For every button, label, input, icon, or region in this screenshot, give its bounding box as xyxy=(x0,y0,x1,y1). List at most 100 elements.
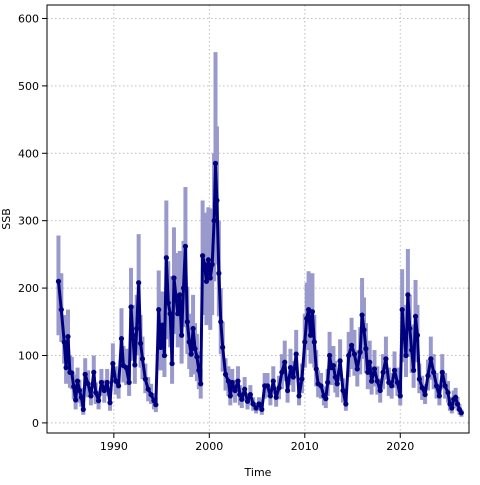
data-point xyxy=(216,270,222,276)
data-point xyxy=(232,387,238,394)
data-point xyxy=(137,340,144,346)
data-point xyxy=(340,387,346,394)
data-point xyxy=(337,358,343,364)
data-point xyxy=(145,386,151,392)
data-point xyxy=(264,383,271,389)
data-point xyxy=(351,351,358,357)
data-point xyxy=(433,383,440,389)
data-point xyxy=(156,307,162,313)
data-point xyxy=(407,325,413,332)
data-point xyxy=(416,376,422,382)
data-point xyxy=(323,396,329,402)
x-tick-label: 2000 xyxy=(195,440,223,453)
data-point xyxy=(389,383,395,389)
data-point xyxy=(80,406,86,413)
data-point xyxy=(449,405,455,411)
data-point xyxy=(110,360,116,367)
data-point xyxy=(359,312,365,318)
data-point xyxy=(399,307,405,313)
data-point xyxy=(55,278,62,284)
data-point xyxy=(116,383,122,389)
data-point xyxy=(279,369,285,375)
data-point xyxy=(163,255,169,261)
data-point xyxy=(136,280,142,286)
data-point xyxy=(405,292,411,298)
data-point xyxy=(175,311,181,317)
y-tick-label: 400 xyxy=(18,147,39,160)
data-point xyxy=(330,362,337,369)
data-point xyxy=(101,387,107,394)
data-point xyxy=(302,339,308,345)
data-point xyxy=(436,393,443,399)
data-point xyxy=(431,369,437,375)
data-point xyxy=(439,369,445,375)
data-point xyxy=(284,387,291,394)
y-tick-label: 200 xyxy=(18,282,39,295)
data-point xyxy=(211,218,217,224)
data-point xyxy=(209,261,215,268)
data-point xyxy=(78,394,84,400)
x-tick-label: 2010 xyxy=(291,440,319,453)
data-point xyxy=(93,389,99,396)
data-point xyxy=(58,307,64,313)
data-point xyxy=(287,365,294,371)
y-axis-title: SSB xyxy=(0,208,13,230)
data-point xyxy=(273,394,279,400)
data-point xyxy=(357,349,363,355)
data-point xyxy=(113,378,119,384)
data-point xyxy=(447,401,453,407)
data-point xyxy=(253,405,259,411)
data-point xyxy=(74,378,81,384)
data-point xyxy=(380,369,386,375)
data-point xyxy=(95,398,102,404)
data-point xyxy=(63,365,69,371)
data-point xyxy=(242,386,248,392)
data-point xyxy=(207,275,213,281)
data-point xyxy=(374,378,380,384)
data-point xyxy=(237,391,243,398)
data-point xyxy=(186,339,192,345)
data-point xyxy=(98,379,105,386)
data-point xyxy=(276,385,282,391)
data-point xyxy=(259,406,265,413)
x-tick-label: 2020 xyxy=(386,440,414,453)
data-point xyxy=(304,315,310,322)
data-point xyxy=(318,383,324,389)
x-axis: 1990 2000 2010 2020 xyxy=(100,433,414,453)
data-point xyxy=(139,356,146,362)
data-point xyxy=(409,347,415,353)
data-point xyxy=(142,376,148,382)
data-point xyxy=(306,307,312,313)
data-point xyxy=(107,400,113,406)
data-point xyxy=(214,197,220,204)
data-point xyxy=(222,371,229,377)
data-point xyxy=(454,401,461,407)
y-tick-label: 300 xyxy=(18,215,39,228)
data-point xyxy=(346,352,352,359)
data-point xyxy=(325,379,331,386)
data-point xyxy=(73,397,79,403)
data-point xyxy=(458,410,464,416)
data-point xyxy=(354,366,360,372)
data-point xyxy=(296,393,302,399)
data-point xyxy=(397,393,403,399)
data-point xyxy=(327,352,333,359)
data-point xyxy=(212,160,219,166)
data-point xyxy=(270,378,276,384)
data-point xyxy=(244,398,251,404)
data-point xyxy=(158,344,164,350)
data-point xyxy=(250,401,256,407)
data-point xyxy=(377,387,383,394)
data-point xyxy=(130,332,136,338)
data-point xyxy=(123,365,129,371)
y-tick-label: 0 xyxy=(32,417,39,430)
data-point xyxy=(196,367,202,373)
data-point xyxy=(299,376,305,382)
data-point xyxy=(348,342,355,348)
data-point xyxy=(118,336,125,342)
data-point xyxy=(104,379,110,386)
data-point xyxy=(419,385,425,391)
data-point xyxy=(365,369,371,375)
data-point xyxy=(282,359,288,365)
